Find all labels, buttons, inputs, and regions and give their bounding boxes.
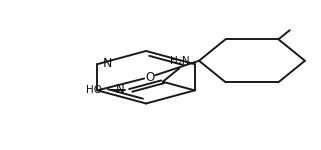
Text: HO: HO [86,85,102,95]
Text: O: O [145,70,154,84]
Text: H₂N: H₂N [170,56,190,66]
Text: N: N [116,83,125,96]
Text: N: N [102,57,112,70]
